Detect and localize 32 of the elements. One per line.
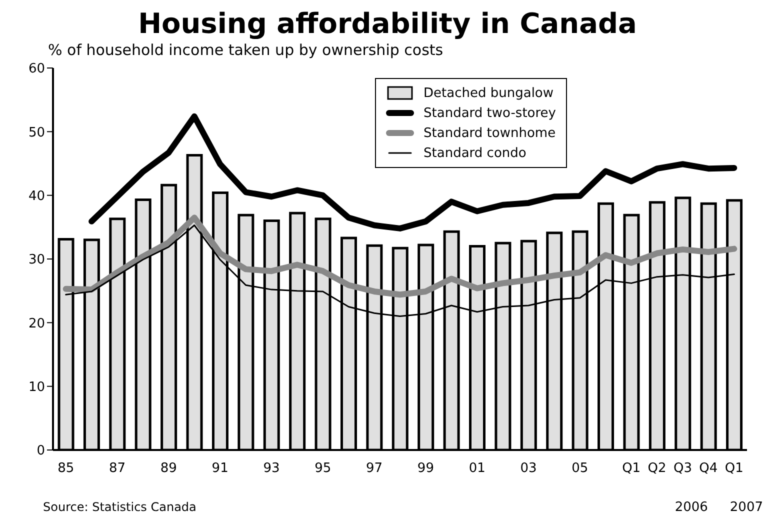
x-tick-label: Q3 bbox=[673, 461, 692, 476]
y-tick-label: 40 bbox=[28, 188, 45, 204]
legend-label: Standard two-storey bbox=[424, 106, 556, 120]
x-tick-label: 01 bbox=[468, 461, 486, 476]
x-tick-label: 91 bbox=[212, 461, 228, 476]
x-tick-label: Q1 bbox=[724, 461, 744, 476]
y-tick-label: 30 bbox=[28, 252, 45, 268]
x-tick-label: 03 bbox=[520, 461, 537, 476]
text: 2007 bbox=[730, 500, 763, 515]
x-tick-label: Q1 bbox=[622, 461, 641, 476]
x-tick-label: 95 bbox=[314, 461, 332, 476]
legend-label: Standard townhome bbox=[424, 126, 556, 140]
x-tick-label: 05 bbox=[572, 461, 588, 476]
y-tick-label: 60 bbox=[28, 62, 45, 77]
y-tick-label: 10 bbox=[28, 380, 45, 395]
y-tick-label: 20 bbox=[28, 316, 45, 332]
chart-title: Housing affordability in Canada bbox=[137, 7, 638, 40]
x-tick-label: Q4 bbox=[699, 461, 718, 476]
chart-subtitle: % of household income taken up by ownership costs bbox=[48, 40, 444, 60]
legend-label: Detached bungalow bbox=[424, 86, 554, 100]
x-tick-label: 89 bbox=[160, 461, 177, 476]
legend-label: Standard condo bbox=[424, 146, 526, 160]
source-note: Source: Statistics Canada bbox=[43, 500, 196, 514]
x-tick-label: 97 bbox=[366, 461, 383, 476]
x-tick-label: 85 bbox=[58, 461, 74, 476]
x-tick-label: Q2 bbox=[648, 461, 666, 476]
y-tick-label: 0 bbox=[36, 444, 45, 459]
x-tick-label: 99 bbox=[417, 461, 434, 476]
x-tick-label: 93 bbox=[263, 461, 280, 476]
x-tick-label: 87 bbox=[108, 461, 126, 476]
y-tick-label: 50 bbox=[28, 125, 45, 140]
text: 2006 bbox=[674, 500, 708, 515]
